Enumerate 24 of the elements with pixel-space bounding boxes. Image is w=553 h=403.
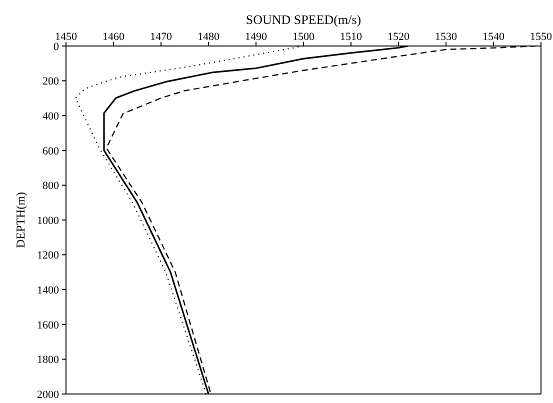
x-tick-label: 1550: [530, 31, 552, 43]
y-tick-label: 2000: [37, 388, 60, 401]
x-tick-label: 1540: [482, 31, 505, 43]
y-tick-label: 200: [42, 76, 60, 88]
y-tick-label: 1200: [37, 250, 60, 262]
x-tick-label: 1500: [292, 31, 315, 43]
y-tick-label: 1400: [37, 284, 60, 297]
x-axis-title: SOUND SPEED(m/s): [246, 12, 362, 27]
x-tick-label: 1460: [102, 31, 125, 43]
x-tick-label: 1480: [198, 31, 220, 43]
y-tick-label: 0: [54, 40, 60, 53]
y-tick-label: 800: [42, 180, 60, 192]
x-tick-label: 1490: [245, 31, 268, 43]
x-tick-label: 1530: [435, 31, 458, 43]
y-tick-label: 1600: [37, 319, 60, 332]
x-tick-label: 1520: [388, 31, 410, 43]
y-tick-label: 600: [42, 145, 60, 158]
y-tick-label: 1000: [37, 214, 60, 227]
x-tick-label: 1470: [150, 31, 172, 43]
y-axis-title: DEPTH(m): [13, 192, 28, 248]
x-tick-label: 1450: [55, 31, 78, 43]
y-tick-label: 400: [42, 110, 60, 123]
y-tick-label: 1800: [37, 354, 60, 366]
x-tick-label: 1510: [340, 31, 362, 43]
